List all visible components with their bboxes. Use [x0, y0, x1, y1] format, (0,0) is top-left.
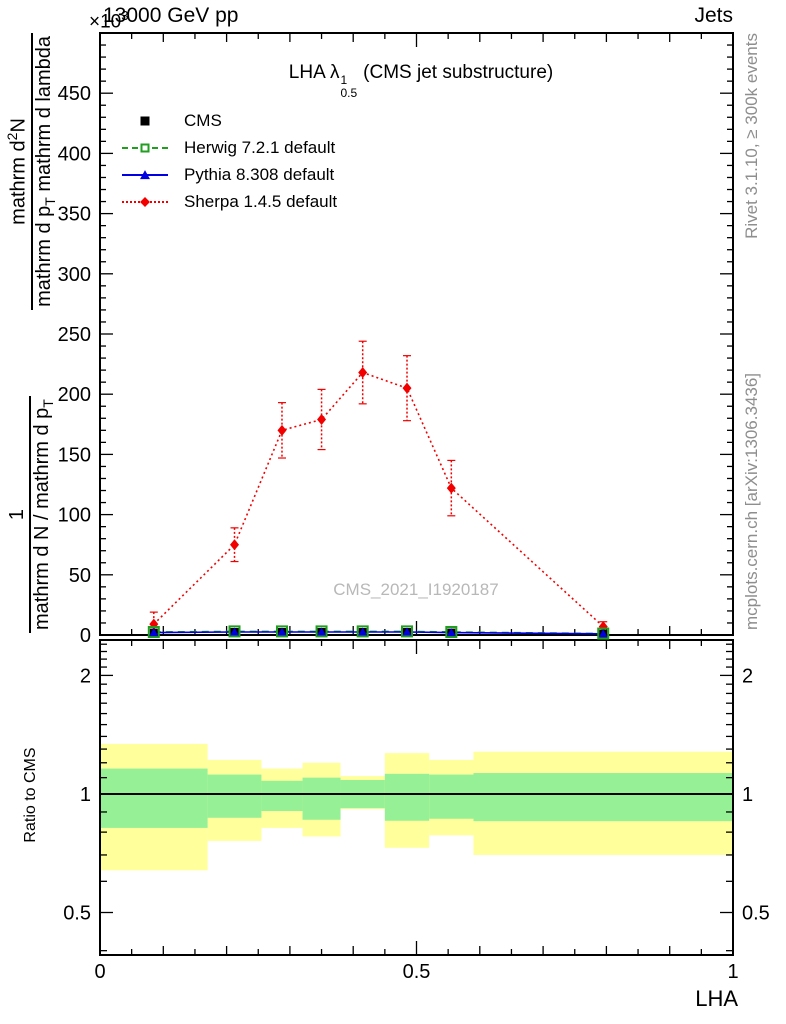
legend-row-sherpa: Sherpa 1.4.5 default	[122, 192, 338, 211]
y-axis-label-fraction-2: mathrm d2N mathrm d pT mathrm d lambda	[4, 33, 58, 310]
beam-energy-title: 13000 GeV pp	[103, 4, 239, 27]
legend: CMS Herwig 7.2.1 default Pythia 8.308 de…	[122, 111, 338, 220]
process-title: Jets	[694, 4, 733, 27]
ratio-axis-label: Ratio to CMS	[22, 747, 39, 843]
svg-text:2: 2	[80, 665, 91, 687]
lambda-superscript-subscript: 1 0.5	[340, 74, 357, 99]
svg-text:50: 50	[69, 565, 91, 587]
svg-text:1: 1	[727, 961, 738, 983]
svg-text:200: 200	[58, 384, 91, 406]
svg-text:2: 2	[742, 665, 753, 687]
legend-row-pythia: Pythia 8.308 default	[122, 165, 337, 184]
svg-text:0.5: 0.5	[63, 903, 91, 925]
analysis-id-watermark: CMS_2021_I1920187	[333, 580, 499, 599]
svg-text:150: 150	[58, 444, 91, 466]
legend-row-cms: CMS	[122, 111, 337, 130]
lambda-superscript: 1	[340, 73, 348, 87]
svg-text:100: 100	[58, 505, 91, 527]
svg-text:350: 350	[58, 204, 91, 226]
y-axis-label: 1 mathrm d N / mathrm d pT mathrm d2N ma…	[4, 33, 58, 633]
y-axis-multiplier-exp: 3	[121, 8, 129, 23]
legend-label-herwig: Herwig 7.2.1 default	[184, 138, 336, 157]
legend-label-cms: CMS	[184, 111, 222, 130]
sherpa-filled-diamond-dotted-line-icon	[122, 193, 168, 211]
x-axis-label: LHA	[695, 986, 738, 1011]
lambda-subscript: 0.5	[340, 85, 358, 100]
legend-label-sherpa: Sherpa 1.4.5 default	[184, 192, 338, 211]
plot-title-prefix: LHA λ	[288, 62, 340, 83]
herwig-open-square-dashed-line-icon	[122, 139, 168, 157]
y-axis-multiplier: ×103	[89, 8, 128, 33]
mcplots-reference-note: mcplots.cern.ch [arXiv:1306.3436]	[742, 372, 761, 630]
svg-text:1: 1	[80, 784, 91, 806]
legend-row-herwig: Herwig 7.2.1 default	[122, 138, 337, 157]
y-axis-label-fraction-1: 1 mathrm d N / mathrm d pT	[6, 396, 56, 633]
fraction-2-numerator: mathrm d2N	[4, 118, 30, 225]
plot-title-suffix: (CMS jet substructure)	[363, 62, 554, 83]
svg-text:0.5: 0.5	[403, 961, 431, 983]
svg-text:250: 250	[58, 324, 91, 346]
legend-label-pythia: Pythia 8.308 default	[184, 165, 335, 184]
plot-title: LHA λ 1 0.5 (CMS jet substructure)	[186, 62, 656, 99]
cms-filled-square-icon	[122, 112, 168, 130]
fraction-1-numerator: 1	[5, 509, 28, 521]
svg-text:400: 400	[58, 143, 91, 165]
rivet-version-note: Rivet 3.1.10, ≥ 300k events	[742, 33, 761, 239]
svg-text:0.5: 0.5	[742, 903, 770, 925]
y-axis-multiplier-base: ×10	[89, 11, 122, 33]
pythia-filled-triangle-solid-line-icon	[122, 166, 168, 184]
fraction-2-denominator: mathrm d pT mathrm d lambda	[30, 33, 58, 310]
svg-text:1: 1	[742, 784, 753, 806]
svg-text:0: 0	[94, 961, 105, 983]
svg-text:0: 0	[80, 625, 91, 647]
svg-text:450: 450	[58, 83, 91, 105]
fraction-1-denominator: mathrm d N / mathrm d pT	[28, 396, 56, 633]
svg-text:300: 300	[58, 264, 91, 286]
